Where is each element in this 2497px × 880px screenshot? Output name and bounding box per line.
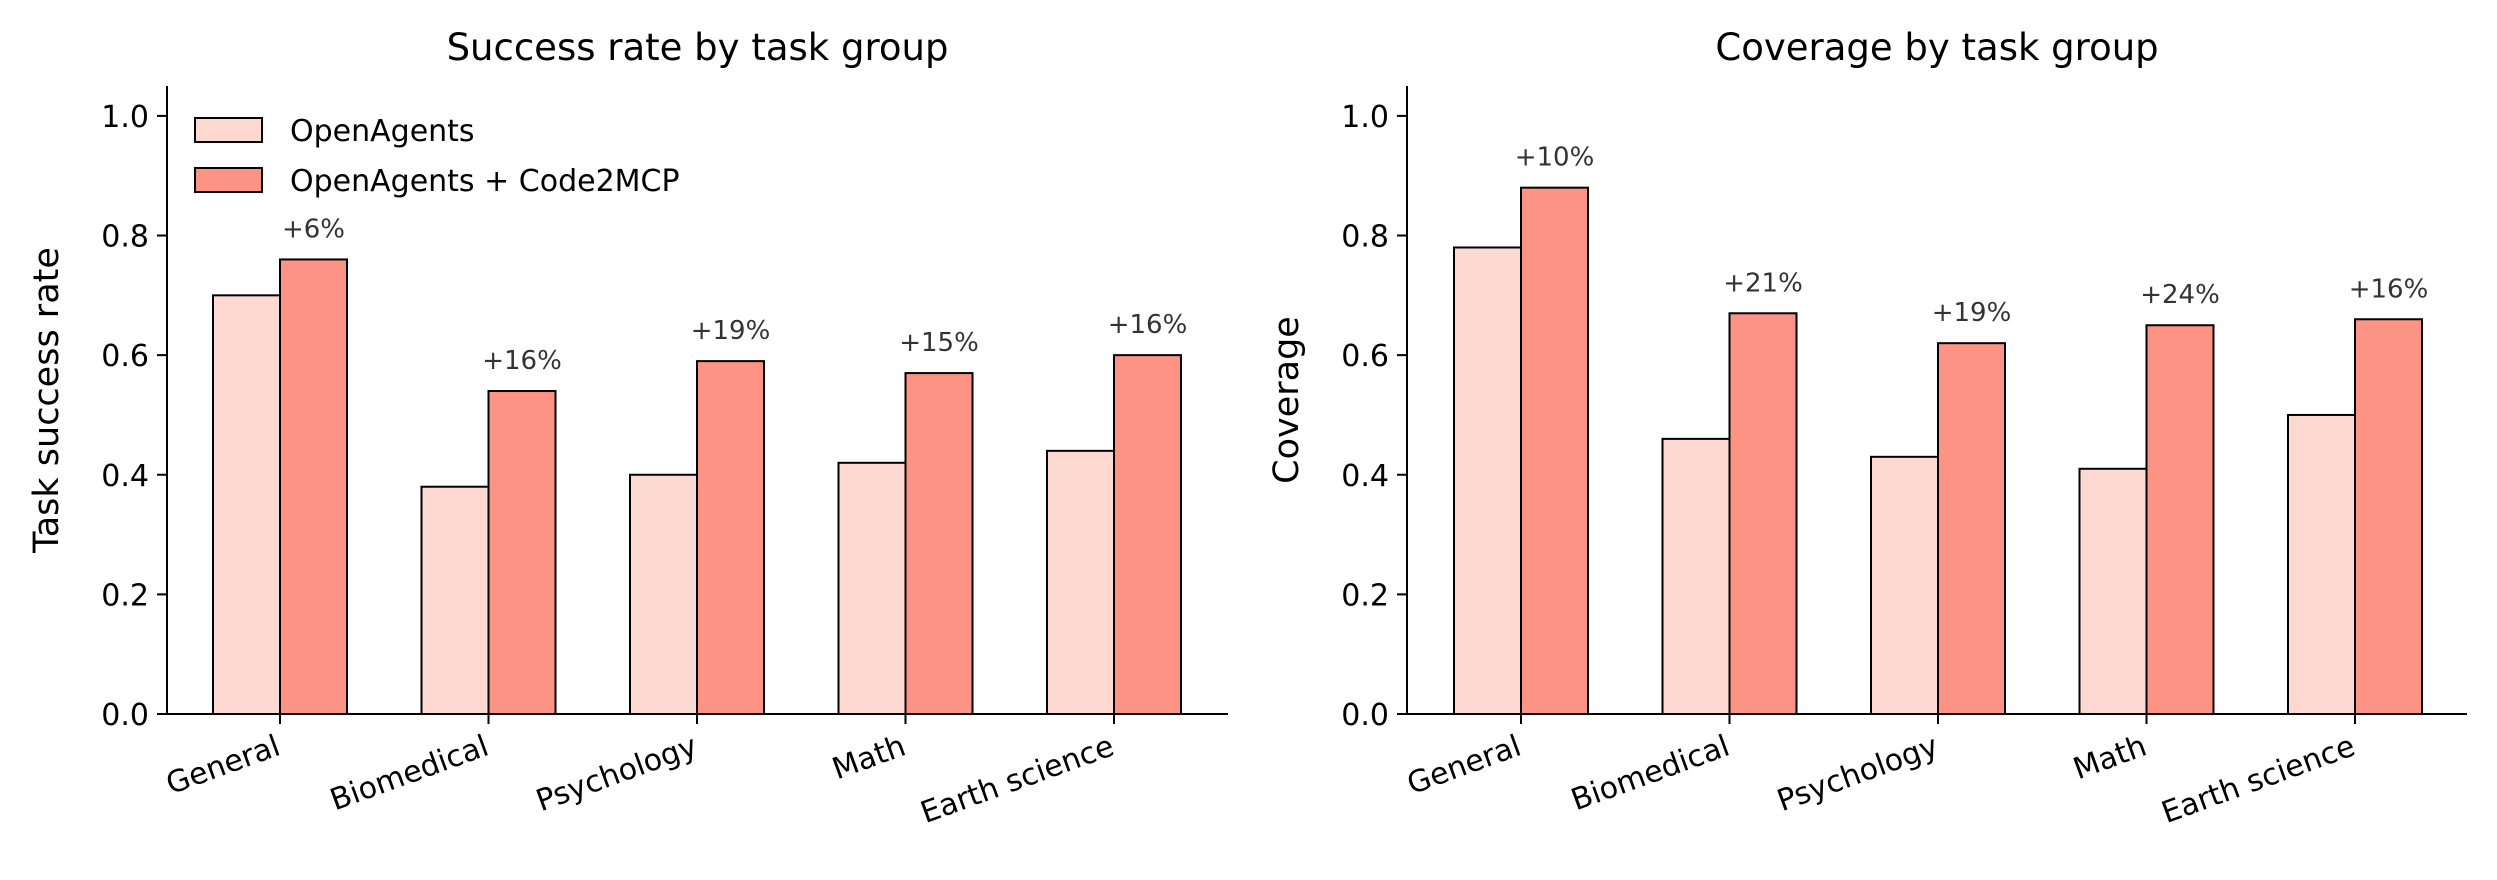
- delta-annotation: +10%: [1515, 143, 1595, 173]
- x-tick-label: General: [162, 729, 285, 802]
- x-tick-label: Earth science: [916, 729, 1119, 831]
- y-tick-label: 0.8: [1341, 220, 1389, 255]
- y-tick-label: 0.0: [1341, 698, 1389, 733]
- y-tick-label: 1.0: [101, 100, 149, 135]
- legend-label: OpenAgents + Code2MCP: [290, 164, 680, 199]
- bar-openagents-code2mcp: [1520, 186, 1589, 715]
- bar-openagents-code2mcp: [1728, 312, 1798, 715]
- delta-annotation: +16%: [482, 346, 562, 376]
- y-tick-label: 0.6: [101, 339, 149, 374]
- bar-openagents: [1046, 449, 1115, 715]
- delta-annotation: +24%: [2140, 280, 2220, 310]
- delta-annotation: +21%: [1723, 268, 1803, 298]
- y-axis-label: Coverage: [1267, 316, 1307, 484]
- bar-openagents: [420, 485, 490, 715]
- delta-annotation: +16%: [2349, 274, 2429, 304]
- legend-label: OpenAgents: [290, 114, 475, 149]
- y-tick-label: 0.6: [1341, 339, 1389, 374]
- legend-swatch: [194, 167, 263, 193]
- x-tick-label: Biomedical: [326, 729, 494, 819]
- bar-openagents: [1661, 437, 1731, 715]
- x-tick-label: Psychology: [1773, 729, 1943, 819]
- bar-openagents-code2mcp: [904, 372, 974, 715]
- bar-openagents-code2mcp: [2145, 324, 2215, 715]
- bar-openagents-code2mcp: [696, 360, 765, 715]
- x-tick-label: Math: [828, 729, 910, 788]
- bar-openagents-code2mcp: [1937, 342, 2006, 715]
- x-tick-label: Math: [2069, 729, 2151, 788]
- y-tick-label: 0.4: [101, 459, 149, 494]
- bar-openagents: [2287, 413, 2356, 715]
- bar-openagents-code2mcp: [487, 390, 557, 715]
- x-tick-label: Psychology: [532, 729, 702, 819]
- x-tick-label: General: [1403, 729, 1526, 802]
- y-tick-label: 0.0: [101, 698, 149, 733]
- bar-openagents: [2078, 467, 2148, 715]
- legend-swatch: [194, 117, 263, 143]
- chart-title: Coverage by task group: [1715, 26, 2158, 69]
- delta-annotation: +19%: [691, 316, 771, 346]
- chart-title: Success rate by task group: [447, 26, 949, 69]
- bar-openagents: [212, 294, 281, 715]
- delta-annotation: +16%: [1108, 310, 1188, 340]
- y-tick-label: 0.2: [101, 578, 149, 613]
- x-tick-label: Earth science: [2157, 729, 2360, 831]
- delta-annotation: +15%: [899, 328, 979, 358]
- bar-openagents: [629, 473, 698, 715]
- y-axis-label: Task success rate: [27, 247, 67, 554]
- bar-openagents: [837, 461, 907, 715]
- y-tick-label: 0.4: [1341, 459, 1389, 494]
- bar-openagents-code2mcp: [2354, 318, 2423, 715]
- y-tick-label: 0.8: [101, 220, 149, 255]
- delta-annotation: +19%: [1932, 298, 2012, 328]
- bar-openagents-code2mcp: [1113, 354, 1182, 715]
- bar-openagents: [1453, 246, 1522, 715]
- bar-openagents-code2mcp: [279, 258, 348, 715]
- delta-annotation: +6%: [282, 214, 345, 244]
- y-tick-label: 0.2: [1341, 578, 1389, 613]
- y-tick-label: 1.0: [1341, 100, 1389, 135]
- x-tick-label: Biomedical: [1567, 729, 1735, 819]
- bar-openagents: [1870, 455, 1939, 715]
